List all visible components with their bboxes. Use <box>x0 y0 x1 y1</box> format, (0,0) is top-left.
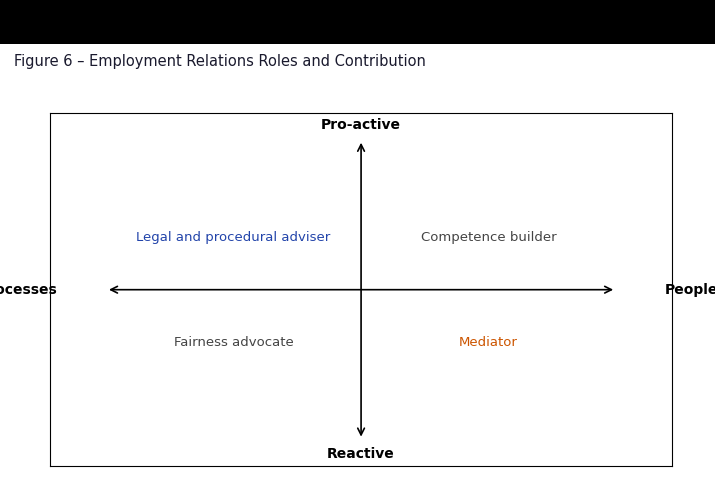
Text: Mediator: Mediator <box>459 336 518 349</box>
Text: Figure 6 – Employment Relations Roles and Contribution: Figure 6 – Employment Relations Roles an… <box>14 54 426 69</box>
Text: People: People <box>664 283 715 297</box>
Text: Processes: Processes <box>0 283 58 297</box>
Text: Fairness advocate: Fairness advocate <box>174 336 293 349</box>
Text: Pro-active: Pro-active <box>321 118 401 133</box>
Text: Competence builder: Competence builder <box>420 231 556 244</box>
Text: Reactive: Reactive <box>327 447 395 461</box>
Text: Legal and procedural adviser: Legal and procedural adviser <box>137 231 331 244</box>
